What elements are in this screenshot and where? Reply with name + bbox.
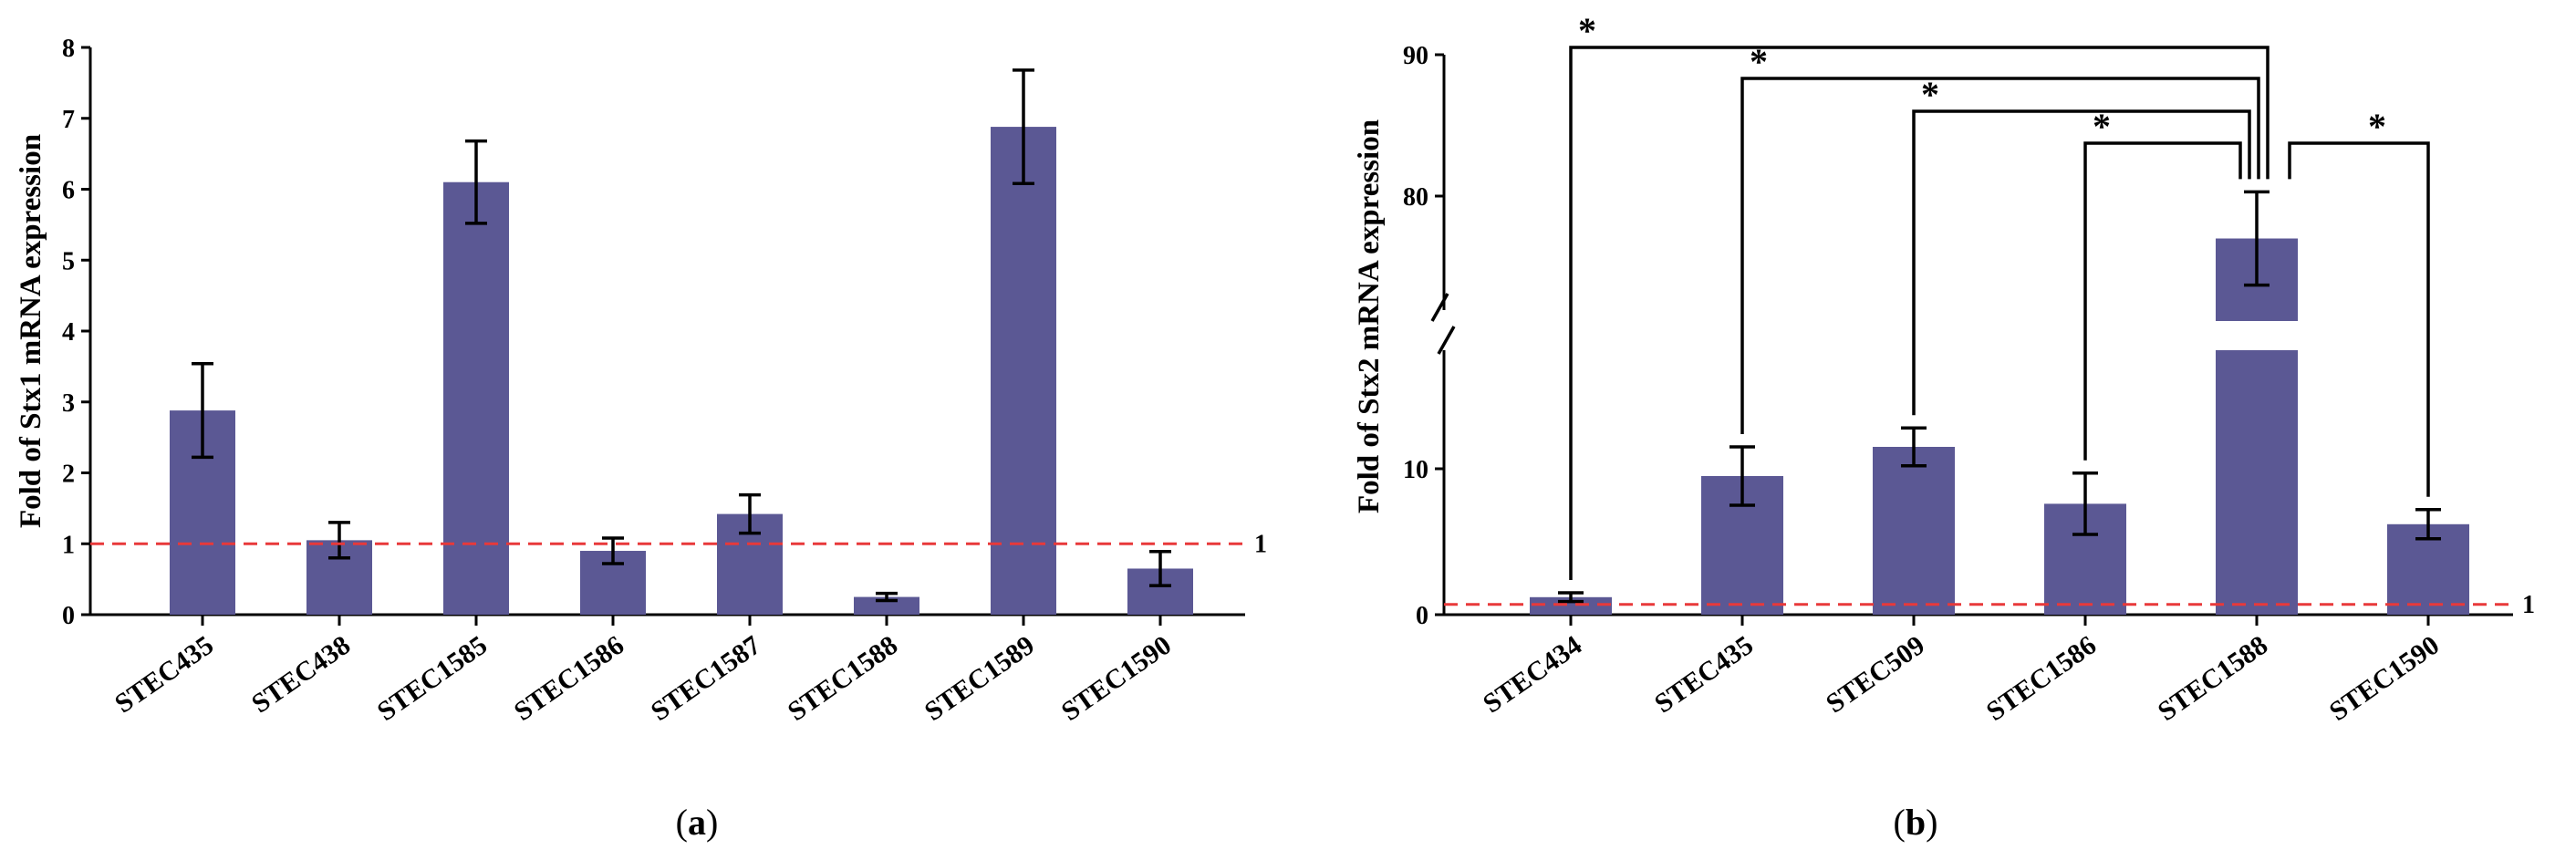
bar-stec434 bbox=[1530, 596, 1612, 615]
significance-line bbox=[2288, 141, 2430, 497]
error-bar bbox=[2244, 190, 2270, 287]
significance-line bbox=[1740, 77, 2260, 434]
significance-star: * bbox=[2368, 106, 2386, 147]
error-bar bbox=[1558, 591, 1584, 604]
error-bar bbox=[602, 536, 624, 565]
x-tick-label: STEC1590 bbox=[2324, 630, 2445, 727]
significance-star: * bbox=[1750, 41, 1768, 82]
significance-star: * bbox=[2093, 106, 2111, 147]
error-bar bbox=[876, 591, 898, 603]
y-tick-label: 5 bbox=[62, 247, 75, 275]
y-axis-label: Fold of Stx2 mRNA expression bbox=[1353, 119, 1386, 513]
y-tick-label: 0 bbox=[62, 602, 75, 630]
y-tick-label: 10 bbox=[1403, 456, 1428, 484]
panel-label: (b) bbox=[1894, 802, 1938, 843]
y-tick-label: 80 bbox=[1403, 183, 1428, 212]
x-tick-label: STEC1585 bbox=[372, 630, 493, 727]
reference-line-label: 1 bbox=[2522, 591, 2535, 619]
y-tick-label: 4 bbox=[62, 318, 75, 347]
x-tick-label: STEC435 bbox=[109, 630, 219, 720]
y-tick-label: 1 bbox=[62, 531, 75, 559]
x-tick-label: STEC1588 bbox=[2153, 630, 2273, 727]
axis-break-mark bbox=[1437, 326, 1456, 355]
x-tick-label: STEC1589 bbox=[919, 630, 1040, 727]
x-tick-label: STEC1588 bbox=[783, 630, 903, 727]
y-tick-label: 2 bbox=[62, 461, 75, 489]
bar-stec1585 bbox=[443, 181, 509, 615]
error-bar bbox=[192, 362, 213, 460]
y-tick-label: 3 bbox=[62, 389, 75, 418]
panel-b: 0 10 80 90 Fold of Stx2 mRNA expression STEC4… bbox=[1353, 10, 2535, 843]
error-bar bbox=[1901, 426, 1927, 468]
y-tick-label: 6 bbox=[62, 177, 75, 205]
error-bar bbox=[1149, 550, 1171, 587]
significance-bracket: * bbox=[1740, 41, 2260, 434]
error-bar bbox=[2415, 508, 2441, 541]
x-tick-label: STEC1590 bbox=[1056, 630, 1177, 727]
error-bar bbox=[2072, 471, 2098, 536]
bar-stec1589 bbox=[991, 127, 1056, 615]
x-tick-label: STEC1586 bbox=[509, 630, 629, 727]
significance-bracket: * bbox=[2288, 106, 2430, 497]
y-tick-label: 7 bbox=[62, 106, 75, 134]
panel-label-letter: b bbox=[1906, 802, 1926, 843]
x-tick-label: STEC1586 bbox=[1981, 630, 2102, 727]
y-tick-label: 0 bbox=[1416, 602, 1428, 630]
error-bar bbox=[1729, 445, 1755, 507]
significance-line bbox=[1569, 46, 2270, 580]
bar-stec509 bbox=[1873, 447, 1955, 615]
error-bar bbox=[1013, 68, 1034, 186]
x-tick-label: STEC438 bbox=[246, 630, 356, 720]
significance-star: * bbox=[1921, 74, 1939, 115]
significance-line bbox=[1912, 109, 2251, 416]
x-tick-label: STEC509 bbox=[1821, 630, 1930, 720]
significance-bracket: * bbox=[1912, 74, 2251, 416]
significance-line bbox=[2083, 141, 2242, 461]
significance-bracket: * bbox=[1569, 10, 2270, 580]
x-tick-label: STEC434 bbox=[1478, 630, 1587, 720]
y-tick-label: 8 bbox=[62, 35, 75, 63]
error-bar bbox=[465, 139, 487, 225]
error-bar bbox=[739, 492, 761, 535]
x-tick-label: STEC1587 bbox=[646, 630, 766, 727]
y-axis-label: Fold of Stx1 mRNA expression bbox=[15, 134, 47, 528]
error-bar bbox=[328, 521, 350, 560]
panel-label: (a) bbox=[676, 802, 719, 843]
panel-a: 0 1 2 3 4 5 6 7 8 Fold of Stx1 mRNA expression STE… bbox=[15, 35, 1267, 843]
y-tick-label: 90 bbox=[1403, 42, 1428, 70]
bar-stec1588 bbox=[854, 596, 919, 615]
axis-break-mark bbox=[1430, 293, 1449, 322]
significance-bracket: * bbox=[2083, 106, 2242, 461]
x-tick-label: STEC435 bbox=[1649, 630, 1759, 720]
panel-label-letter: a bbox=[688, 802, 706, 843]
significance-star: * bbox=[1578, 10, 1596, 51]
reference-line-label: 1 bbox=[1254, 530, 1267, 558]
bar-stec1588-lower bbox=[2216, 350, 2298, 615]
